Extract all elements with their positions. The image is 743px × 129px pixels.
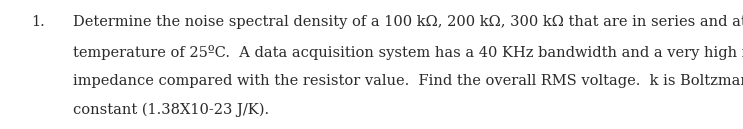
Text: temperature of 25ºC.  A data acquisition system has a 40 KHz bandwidth and a ver: temperature of 25ºC. A data acquisition … [73,45,743,59]
Text: Determine the noise spectral density of a 100 kΩ, 200 kΩ, 300 kΩ that are in ser: Determine the noise spectral density of … [73,15,743,30]
Text: constant (1.38X10-23 J/K).: constant (1.38X10-23 J/K). [73,103,269,117]
Text: 1.: 1. [31,15,45,30]
Text: impedance compared with the resistor value.  Find the overall RMS voltage.  k is: impedance compared with the resistor val… [73,74,743,88]
